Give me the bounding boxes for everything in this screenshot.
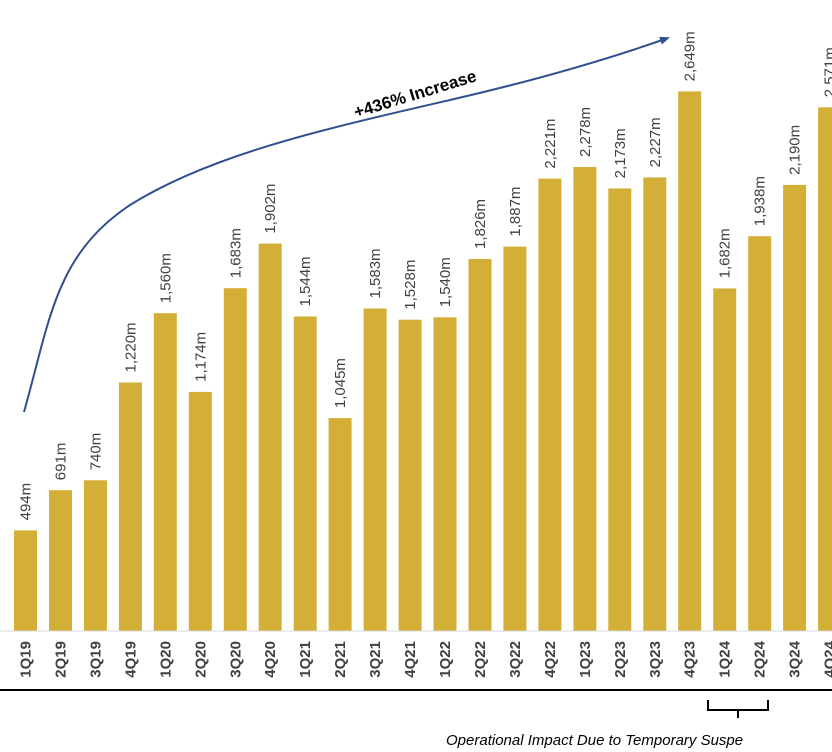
growth-arrow (23, 36, 670, 413)
value-label-3Q19: 740m (87, 433, 104, 471)
value-label-1Q22: 1,540m (437, 257, 454, 307)
x-tick-3Q23: 3Q23 (647, 641, 664, 678)
value-label-2Q19: 691m (53, 443, 70, 481)
x-tick-4Q23: 4Q23 (682, 641, 699, 678)
value-label-4Q19: 1,220m (122, 322, 139, 372)
x-tick-1Q21: 1Q21 (297, 641, 314, 678)
x-tick-1Q24: 1Q24 (717, 640, 734, 677)
bar-4Q23 (678, 91, 702, 631)
x-tick-4Q22: 4Q22 (542, 641, 559, 678)
bar-2Q20 (188, 391, 212, 631)
bar-2Q24 (748, 236, 772, 631)
bar-1Q19 (14, 530, 37, 631)
value-label-4Q24: 2,571m (822, 47, 832, 97)
footnote: Operational Impact Due to Temporary Susp… (446, 732, 743, 749)
bar-1Q20 (153, 313, 177, 631)
x-tick-1Q20: 1Q20 (157, 641, 174, 678)
value-label-2Q20: 1,174m (192, 332, 209, 382)
value-label-1Q21: 1,544m (297, 256, 314, 306)
value-label-1Q20: 1,560m (157, 253, 174, 303)
bar-3Q20 (223, 288, 247, 631)
bar-4Q22 (538, 178, 562, 631)
value-label-4Q21: 1,528m (402, 260, 419, 310)
bar-2Q21 (328, 418, 352, 631)
bar-1Q23 (573, 167, 597, 631)
bracket (707, 700, 769, 718)
x-tick-4Q21: 4Q21 (402, 641, 419, 678)
value-label-4Q22: 2,221m (542, 119, 559, 169)
value-label-2Q22: 1,826m (472, 199, 489, 249)
bar-2Q19 (49, 490, 72, 631)
x-tick-4Q24: 4Q24 (822, 640, 832, 677)
x-tick-1Q19: 1Q19 (18, 641, 35, 678)
x-tick-2Q19: 2Q19 (53, 641, 70, 678)
x-tick-3Q21: 3Q21 (367, 641, 384, 678)
x-tick-1Q23: 1Q23 (577, 641, 594, 678)
bar-4Q21 (398, 319, 422, 631)
value-label-1Q19: 494m (18, 483, 35, 521)
bar-4Q19 (118, 382, 142, 631)
x-tick-3Q19: 3Q19 (87, 641, 104, 678)
value-label-3Q22: 1,887m (507, 187, 524, 237)
value-label-2Q21: 1,045m (332, 358, 349, 408)
bar-4Q24 (818, 107, 832, 632)
bar-3Q24 (783, 184, 807, 631)
bar-3Q23 (643, 177, 667, 631)
value-labels-group: 494m 691m 740m 1,220m 1,560m 1,174m 1,683m 1,90… (18, 31, 832, 520)
value-label-2Q23: 2,173m (612, 128, 629, 178)
bar-1Q22 (433, 317, 457, 631)
bar-1Q21 (293, 316, 317, 631)
value-label-3Q24: 2,190m (787, 125, 804, 175)
value-label-1Q24: 1,682m (717, 228, 734, 278)
value-label-3Q23: 2,227m (647, 117, 664, 167)
bar-3Q22 (503, 246, 527, 631)
bar-4Q20 (258, 243, 282, 631)
bar-3Q21 (363, 308, 387, 631)
x-tick-2Q22: 2Q22 (472, 641, 489, 678)
value-label-3Q21: 1,583m (367, 248, 384, 298)
x-tick-3Q24: 3Q24 (787, 640, 804, 677)
value-label-1Q23: 2,278m (577, 107, 594, 157)
x-tick-2Q24: 2Q24 (752, 640, 769, 677)
bars-group (14, 91, 832, 632)
bar-1Q24 (713, 288, 737, 631)
x-tick-4Q20: 4Q20 (262, 641, 279, 678)
x-tick-2Q21: 2Q21 (332, 641, 349, 678)
value-label-2Q24: 1,938m (752, 176, 769, 226)
x-tick-3Q22: 3Q22 (507, 641, 524, 678)
x-tick-1Q22: 1Q22 (437, 641, 454, 678)
x-tick-2Q23: 2Q23 (612, 641, 629, 678)
bar-2Q23 (608, 188, 632, 631)
tick-labels-group: 1Q19 2Q19 3Q19 4Q19 1Q20 2Q20 3Q20 4Q20 1Q21 2Q21… (18, 640, 832, 677)
x-tick-3Q20: 3Q20 (227, 641, 244, 678)
bar-2Q22 (468, 259, 492, 631)
value-label-4Q20: 1,902m (262, 184, 279, 234)
x-tick-4Q19: 4Q19 (122, 641, 139, 678)
x-tick-2Q20: 2Q20 (192, 641, 209, 678)
increase-annotation: +436% Increase (352, 66, 479, 121)
value-label-4Q23: 2,649m (682, 31, 699, 81)
bar-3Q19 (83, 480, 107, 631)
value-label-3Q20: 1,683m (227, 228, 244, 278)
